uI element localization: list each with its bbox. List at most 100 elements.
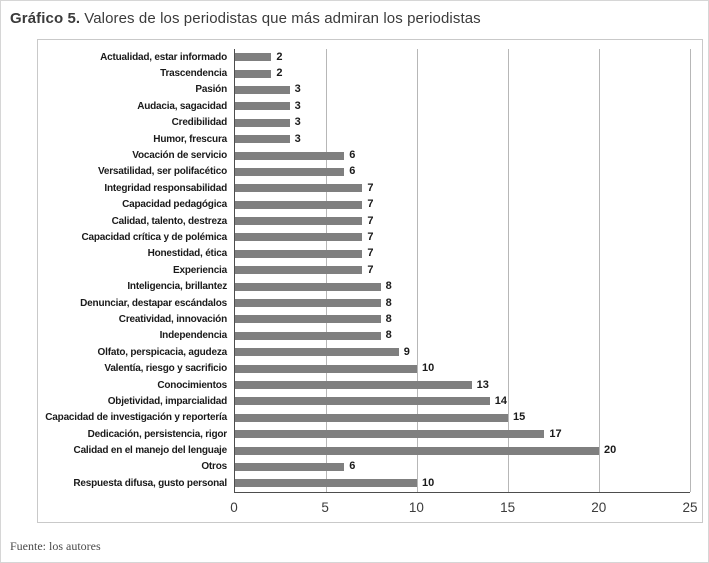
- data-label: 6: [349, 149, 356, 162]
- bar-row: 9: [235, 344, 690, 360]
- bars: 2 2 3 3 3 3 6 6 7 7 7 7 7 7 8 8 8 8 9 10 13 14 15 17 20 6 10: [235, 49, 690, 492]
- data-label: 8: [385, 280, 392, 293]
- bar: [235, 53, 272, 62]
- category-label: Credibilidad: [171, 117, 228, 129]
- bar: [235, 200, 363, 209]
- bar: [235, 233, 363, 242]
- bar-row: 15: [235, 410, 690, 426]
- gridline: [508, 49, 509, 492]
- bar-row: 20: [235, 442, 690, 458]
- bar-row: 7: [235, 262, 690, 278]
- chart-title-text: Valores de los periodistas que más admir…: [84, 10, 481, 27]
- data-label: 7: [367, 247, 374, 260]
- category-label: Denunciar, destapar escándalos: [80, 297, 227, 309]
- category-label: Olfato, perspicacia, agudeza: [97, 346, 228, 358]
- bar-row: 3: [235, 115, 690, 131]
- bar-row: 2: [235, 49, 690, 65]
- category-label: Vocación de servicio: [132, 150, 227, 162]
- bar: [235, 381, 472, 389]
- data-label: 10: [422, 476, 435, 489]
- category-label: Calidad, talento, destreza: [111, 215, 228, 227]
- data-label: 3: [294, 116, 301, 129]
- bar-row: 3: [235, 98, 690, 114]
- data-label: 3: [294, 132, 301, 145]
- category-label: Creatividad, innovación: [118, 313, 227, 325]
- bar-row: 7: [235, 246, 690, 262]
- bar: [235, 85, 290, 94]
- x-axis: 0 5 10 15 20 25: [44, 493, 697, 521]
- data-label: 7: [367, 198, 374, 211]
- bar: [235, 364, 417, 373]
- category-axis: Actualidad, estar informado Trascendencia…: [44, 49, 234, 493]
- bar: [235, 118, 290, 127]
- chart-title: Gráfico 5. Valores de los periodistas que…: [1, 1, 708, 27]
- bar: [235, 299, 381, 308]
- category-label: Versatilidad, ser polifacético: [97, 166, 227, 178]
- data-label: 7: [367, 181, 374, 194]
- bar: [235, 151, 345, 160]
- bar: [235, 167, 345, 176]
- category-label: Honestidad, ética: [147, 248, 228, 260]
- bar-row: 3: [235, 82, 690, 98]
- category-label: Dedicación, persistencia, rigor: [87, 428, 228, 440]
- bar: [235, 315, 381, 324]
- source-note: Fuente: los autores: [10, 539, 101, 553]
- bar: [235, 479, 417, 488]
- bar-row: 7: [235, 229, 690, 245]
- category-label: Capacidad de investigación y reportería: [45, 412, 227, 424]
- data-label: 7: [367, 263, 374, 276]
- data-label: 10: [422, 362, 435, 375]
- data-label: 20: [604, 444, 617, 457]
- bar-row: 7: [235, 197, 690, 213]
- bar-row: 3: [235, 131, 690, 147]
- chart-title-prefix: Gráfico 5.: [10, 10, 81, 27]
- x-axis-tick-label: 10: [408, 499, 424, 515]
- category-label: Valentía, riesgo y sacrificio: [104, 363, 227, 375]
- bar-row: 7: [235, 180, 690, 196]
- data-label: 6: [349, 165, 356, 178]
- bar-row: 8: [235, 278, 690, 294]
- data-label: 15: [513, 411, 526, 424]
- bar: [235, 184, 363, 193]
- data-label: 6: [349, 460, 356, 473]
- x-axis-tick-label: 15: [500, 499, 516, 515]
- data-label: 9: [403, 345, 410, 358]
- category-label: Experiencia: [173, 264, 227, 276]
- category-label: Inteligencia, brillantez: [127, 281, 227, 293]
- bar: [235, 282, 381, 291]
- bar-row: 6: [235, 164, 690, 180]
- category-label: Respuesta difusa, gusto personal: [73, 477, 227, 489]
- bar-row: 10: [235, 360, 690, 376]
- category-label: Audacia, sagacidad: [137, 100, 227, 112]
- category-label: Integridad responsabilidad: [104, 182, 227, 194]
- x-axis-tick-label: 25: [682, 499, 698, 515]
- bar-row: 17: [235, 426, 690, 442]
- x-axis-ticks: 0 5 10 15 20 25: [230, 493, 697, 521]
- category-label: Otros: [201, 461, 227, 473]
- x-axis-spacer: [44, 493, 234, 521]
- bar: [235, 331, 381, 340]
- plot: Actualidad, estar informado Trascendencia…: [44, 49, 691, 493]
- bar: [235, 249, 363, 258]
- category-label: Calidad en el manejo del lenguaje: [73, 445, 228, 457]
- data-label: 14: [494, 394, 508, 407]
- bar: [235, 348, 399, 357]
- plot-area: 2 2 3 3 3 3 6 6 7 7 7 7 7 7 8 8 8 8 9 10 13 14 15 17 20 6 10: [234, 49, 691, 493]
- bar-row: 2: [235, 65, 690, 81]
- data-label: 8: [385, 296, 392, 309]
- data-label: 2: [276, 67, 283, 80]
- data-label: 3: [294, 99, 301, 112]
- bar: [235, 430, 545, 439]
- category-label: Trascendencia: [160, 68, 227, 80]
- data-label: 2: [276, 50, 283, 63]
- bar: [235, 102, 290, 111]
- data-label: 3: [294, 83, 301, 96]
- category-label: Independencia: [159, 330, 228, 342]
- bar: [235, 217, 363, 226]
- data-label: 13: [476, 378, 489, 391]
- bar: [235, 69, 272, 78]
- data-label: 7: [367, 230, 374, 243]
- data-label: 8: [385, 329, 392, 342]
- x-axis-tick-label: 5: [321, 499, 329, 515]
- bar: [235, 135, 290, 144]
